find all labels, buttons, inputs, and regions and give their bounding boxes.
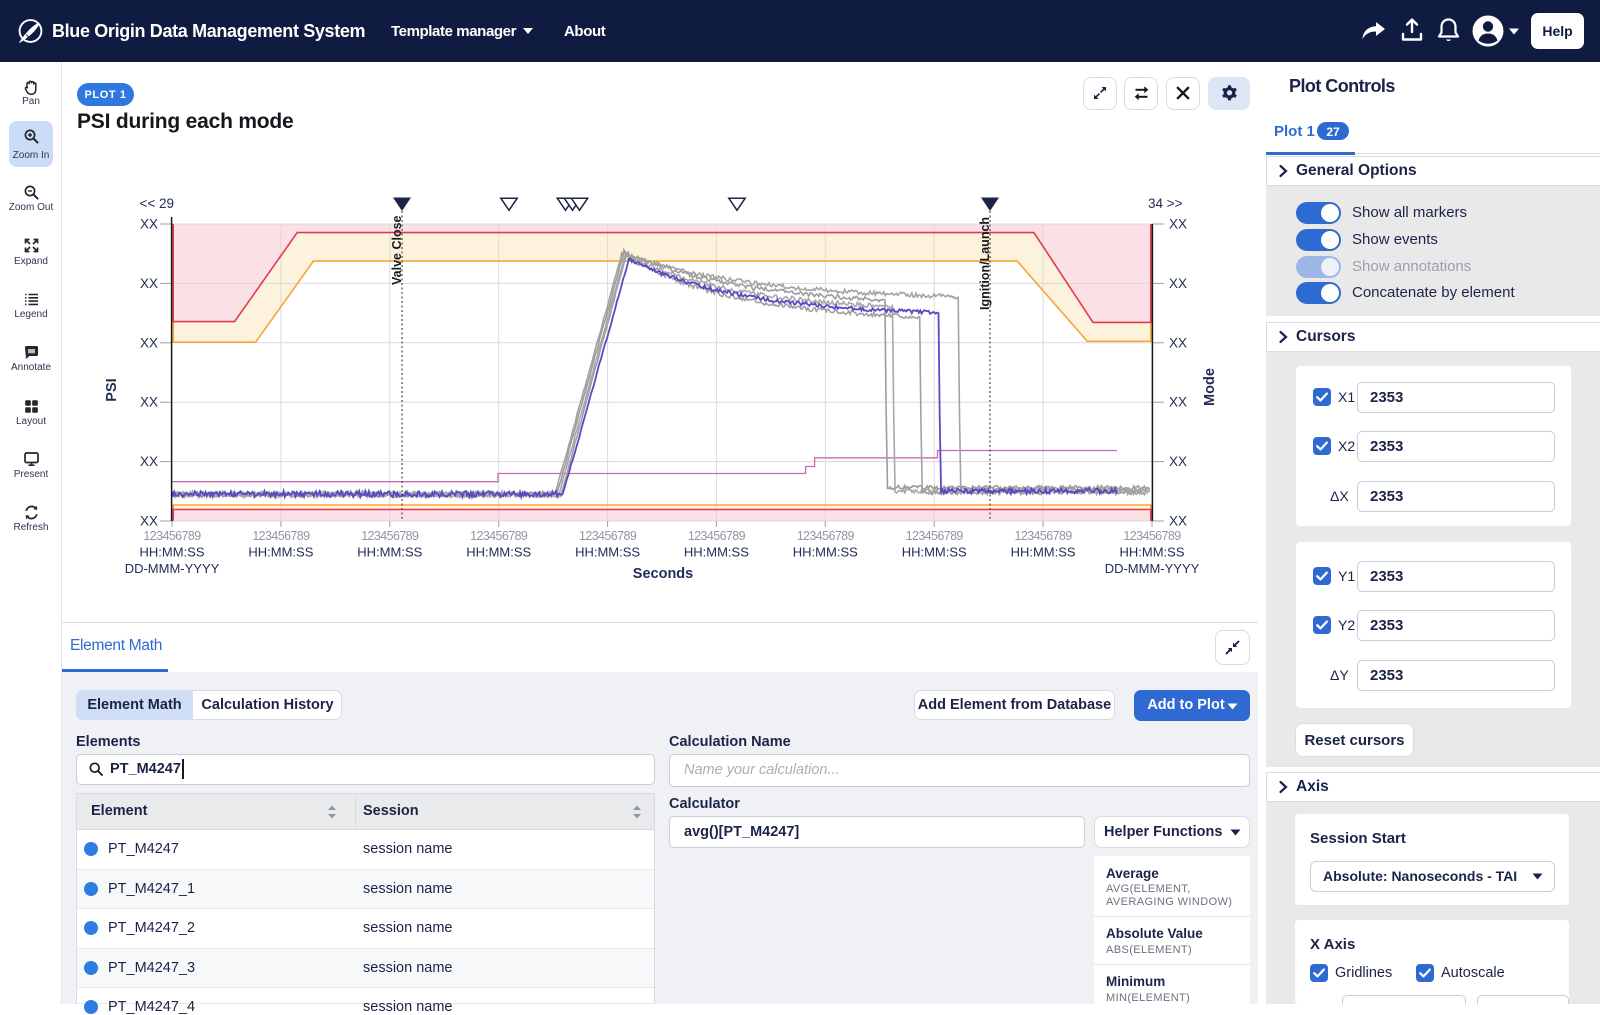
svg-text:HH:MM:SS: HH:MM:SS <box>357 545 422 560</box>
svg-text:XX: XX <box>140 335 158 350</box>
svg-text:XX: XX <box>140 217 158 232</box>
svg-text:Seconds: Seconds <box>633 566 693 582</box>
svg-text:HH:MM:SS: HH:MM:SS <box>248 545 313 560</box>
svg-text:XX: XX <box>1169 276 1187 291</box>
svg-text:123456789: 123456789 <box>470 529 528 543</box>
svg-text:XX: XX <box>140 454 158 469</box>
svg-text:HH:MM:SS: HH:MM:SS <box>466 545 531 560</box>
svg-text:XX: XX <box>1169 217 1187 232</box>
svg-text:<< 29: << 29 <box>139 196 174 211</box>
svg-text:HH:MM:SS: HH:MM:SS <box>1011 545 1076 560</box>
svg-text:XX: XX <box>1169 454 1187 469</box>
svg-text:123456789: 123456789 <box>579 529 637 543</box>
svg-text:PSI: PSI <box>104 378 120 401</box>
svg-text:123456789: 123456789 <box>1123 529 1181 543</box>
svg-text:HH:MM:SS: HH:MM:SS <box>902 545 967 560</box>
svg-text:Valve Close: Valve Close <box>390 215 404 285</box>
svg-text:HH:MM:SS: HH:MM:SS <box>140 545 205 560</box>
svg-text:DD-MMM-YYYY: DD-MMM-YYYY <box>125 561 220 576</box>
svg-text:123456789: 123456789 <box>1015 529 1073 543</box>
svg-text:123456789: 123456789 <box>906 529 964 543</box>
svg-text:HH:MM:SS: HH:MM:SS <box>575 545 640 560</box>
svg-text:123456789: 123456789 <box>797 529 855 543</box>
svg-text:XX: XX <box>1169 335 1187 350</box>
svg-text:XX: XX <box>140 514 158 529</box>
svg-text:XX: XX <box>140 276 158 291</box>
svg-text:XX: XX <box>1169 395 1187 410</box>
svg-text:XX: XX <box>140 395 158 410</box>
svg-text:123456789: 123456789 <box>361 529 419 543</box>
svg-text:123456789: 123456789 <box>143 529 201 543</box>
svg-text:HH:MM:SS: HH:MM:SS <box>793 545 858 560</box>
svg-text:34 >>: 34 >> <box>1148 196 1183 211</box>
svg-text:HH:MM:SS: HH:MM:SS <box>1120 545 1185 560</box>
svg-text:Mode: Mode <box>1202 368 1218 406</box>
svg-text:HH:MM:SS: HH:MM:SS <box>684 545 749 560</box>
svg-text:XX: XX <box>1169 514 1187 529</box>
svg-text:DD-MMM-YYYY: DD-MMM-YYYY <box>1105 561 1200 576</box>
svg-text:Ignition/Launch: Ignition/Launch <box>978 217 992 310</box>
svg-text:123456789: 123456789 <box>252 529 310 543</box>
svg-text:123456789: 123456789 <box>688 529 746 543</box>
